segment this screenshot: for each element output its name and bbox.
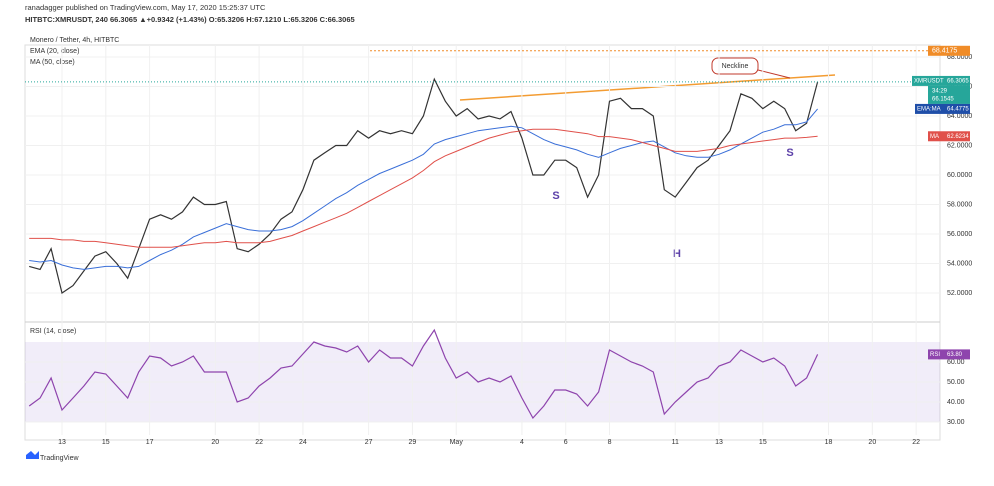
footer: TradingView	[40, 455, 79, 462]
tag-ema-value: 64.4775	[947, 106, 969, 112]
y-tick-label: 50.00	[947, 379, 965, 386]
x-tick-label: 15	[759, 439, 767, 446]
price-tag	[915, 103, 970, 114]
series-line	[29, 108, 818, 270]
tag-ma: MA	[930, 134, 939, 140]
y-tick-label: 54.0000	[947, 260, 972, 267]
price-tag	[928, 45, 970, 56]
x-tick-label: 20	[868, 439, 876, 446]
rsi-tag-name: RSI	[930, 352, 940, 358]
tag-symbol: XMRUSDT	[914, 79, 944, 85]
x-tick-label: 17	[146, 439, 154, 446]
y-tick-label: 52.0000	[947, 290, 972, 297]
x-tick-label: May	[450, 439, 464, 446]
logo	[26, 451, 39, 459]
series-line	[29, 77, 819, 294]
x-tick-label: 13	[58, 439, 66, 446]
ma-legend: MA (50, close)	[30, 59, 75, 66]
x-tick-label: 6	[564, 439, 568, 446]
y-tick-label: 40.00	[947, 399, 965, 406]
price-tag	[912, 75, 970, 86]
y-tick-label: 60.0000	[947, 172, 972, 179]
price-title: Monero / Tether, 4h, HITBTC	[30, 37, 119, 44]
tag-ma-value: 62.6234	[947, 134, 969, 140]
rsi-tag-value: 63.80	[947, 352, 963, 358]
tag-countdown: 34:29	[932, 89, 948, 95]
x-tick-label: 22	[912, 439, 920, 446]
x-tick-label: 15	[102, 439, 110, 446]
x-tick-label: 20	[211, 439, 219, 446]
x-tick-label: 11	[672, 439, 679, 446]
y-tick-label: 60.00	[947, 359, 965, 366]
y-tick-label: 56.0000	[947, 231, 972, 238]
shoulder-label: S	[786, 147, 793, 159]
x-tick-label: 13	[715, 439, 723, 446]
x-tick-label: 4	[520, 439, 524, 446]
rsi-title: RSI (14, close)	[30, 328, 76, 335]
price-tag-label: 68.4175	[932, 48, 957, 55]
x-tick-label: 8	[608, 439, 612, 446]
published: ranadagger published on TradingView.com,…	[25, 3, 266, 12]
neckline-pointer	[757, 69, 791, 79]
ema-legend: EMA (20, close)	[30, 48, 79, 55]
frame	[24, 44, 941, 441]
series-line	[29, 128, 818, 248]
shoulder-label: S	[552, 190, 559, 202]
neckline-box	[711, 57, 759, 75]
price-tag	[928, 85, 970, 104]
tag-value: 66.3065	[947, 79, 969, 85]
y-tick-label: 68.0000	[947, 54, 972, 61]
rsi-tag	[928, 349, 970, 360]
neckline-label: Neckline	[722, 63, 749, 70]
x-tick-label: 27	[365, 439, 373, 446]
price-tag	[928, 131, 970, 142]
tag-ema: EMA:MA	[917, 106, 941, 112]
y-tick-label: 58.0000	[947, 201, 972, 208]
x-tick-label: 24	[299, 439, 307, 446]
y-tick-label: 62.0000	[947, 142, 972, 149]
head-label: H	[673, 248, 681, 260]
x-tick-label: 29	[409, 439, 417, 446]
x-tick-label: 22	[255, 439, 263, 446]
y-tick-label: 64.0000	[947, 113, 972, 120]
neckline	[459, 74, 836, 101]
quote: HITBTC:XMRUSDT, 240 66.3065 ▲+0.9342 (+1…	[25, 15, 355, 24]
y-tick-label: 30.00	[947, 419, 965, 426]
tag-other: 66.1545	[932, 97, 954, 103]
x-tick-label: 18	[825, 439, 833, 446]
series-line	[28, 328, 819, 420]
